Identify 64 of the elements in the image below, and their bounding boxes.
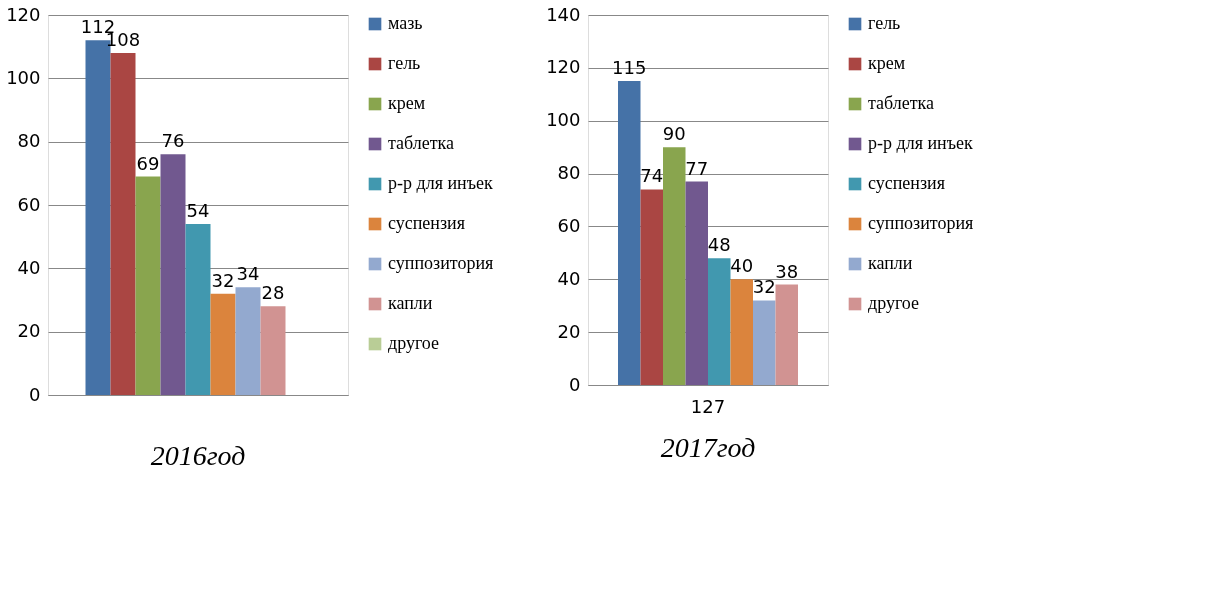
legend-label: крем: [868, 53, 906, 73]
text: 2017год: [660, 432, 756, 463]
data-label: 28: [261, 282, 285, 304]
bar: [730, 279, 753, 385]
data-label: 34: [236, 263, 260, 285]
data-label: 69: [136, 152, 160, 174]
legend-label: р-р для инъек: [388, 173, 493, 193]
bar: [110, 53, 136, 395]
data-label: 74: [640, 165, 664, 187]
y-tick-label: 140: [546, 3, 581, 25]
bar: [235, 287, 261, 395]
legend-label: мазь: [388, 13, 423, 33]
legend-label: суппозитория: [388, 253, 494, 273]
y-tick-label: 80: [17, 130, 41, 152]
data-label: 32: [752, 276, 776, 298]
legend-label: суппозитория: [868, 213, 974, 233]
legend-label: суспензия: [868, 173, 946, 193]
y-tick-label: 40: [557, 267, 581, 289]
data-label: 48: [707, 234, 731, 256]
data-label: 76: [161, 130, 185, 152]
bar: [260, 306, 286, 395]
bar: [618, 81, 641, 385]
bar: [135, 176, 161, 395]
bar: [185, 224, 211, 395]
legend-label: капли: [868, 253, 913, 273]
bar: [210, 293, 236, 395]
data-label: 77: [685, 157, 709, 179]
bar: [753, 300, 776, 385]
legend-label: гель: [868, 13, 901, 33]
bar: [663, 147, 686, 385]
legend-label: капли: [388, 293, 433, 313]
y-tick-label: 20: [557, 320, 581, 342]
y-tick-label: 60: [557, 214, 581, 236]
data-label: 38: [775, 260, 799, 282]
legend-label: гель: [388, 53, 421, 73]
bar: [685, 181, 708, 385]
legend-label: суспензия: [388, 213, 466, 233]
text: 2016год: [150, 440, 246, 471]
legend-label: крем: [388, 93, 426, 113]
data-label: 90: [662, 123, 686, 145]
legend-label: таблетка: [868, 93, 935, 113]
y-tick-label: 20: [17, 320, 41, 342]
legend-label: таблетка: [388, 133, 455, 153]
data-label: 54: [186, 200, 210, 221]
y-tick-label: 40: [17, 256, 41, 278]
data-label: 32: [211, 269, 235, 291]
y-tick-label: 100: [546, 109, 581, 131]
legend-label: другое: [388, 333, 440, 353]
y-tick-label: 0: [569, 373, 581, 395]
text: 127: [690, 396, 726, 417]
data-label: 40: [730, 255, 754, 277]
legend-label: р-р для инъек: [868, 133, 973, 153]
data-label: 115: [612, 57, 647, 79]
y-tick-label: 100: [6, 66, 41, 88]
y-tick-label: 60: [17, 193, 41, 215]
bar: [640, 189, 663, 385]
bar: [775, 284, 798, 385]
bar: [708, 258, 731, 385]
bar: [160, 154, 186, 395]
y-tick-label: 120: [546, 56, 581, 78]
y-tick-label: 120: [6, 3, 41, 25]
y-tick-label: 0: [29, 383, 41, 405]
y-tick-label: 80: [557, 162, 581, 184]
legend-label: другое: [868, 293, 920, 313]
